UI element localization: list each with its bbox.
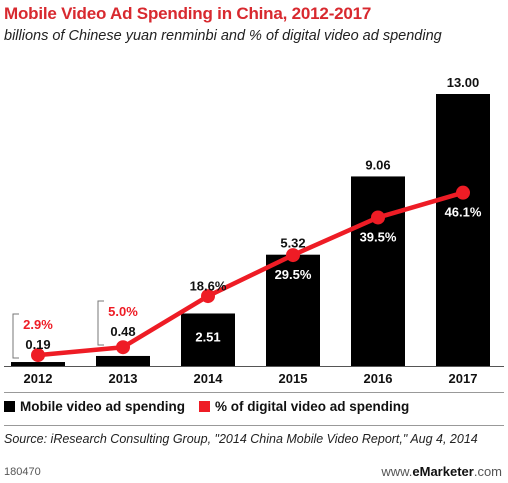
label-bracket [97, 300, 104, 346]
legend-label-bar: Mobile video ad spending [20, 398, 186, 414]
source-note: Source: iResearch Consulting Group, "201… [4, 432, 478, 446]
legend-label-line: % of digital video ad spending [215, 398, 410, 414]
line-point [31, 348, 45, 363]
bar-value-label: 13.00 [447, 75, 480, 90]
bar-value-label: 9.06 [365, 157, 390, 172]
line-value-label: 2.9% [23, 317, 53, 332]
brand-name: eMarketer [412, 464, 474, 479]
line-value-label: 39.5% [360, 229, 397, 244]
chart-svg: 2012 2013 2014 2015 2016 2017 2.9% 0.19 5.0% 0.48… [4, 75, 504, 386]
chart-legend: Mobile video ad spending % of digital vi… [4, 396, 423, 416]
chart-id: 180470 [4, 466, 41, 478]
source-divider [4, 425, 504, 426]
line-point [116, 340, 130, 355]
bar-value-label: 0.48 [110, 324, 135, 339]
x-tick-label: 2014 [194, 371, 224, 386]
bar [96, 355, 150, 366]
line-value-label: 5.0% [108, 304, 138, 319]
line-point [371, 210, 385, 225]
bar [436, 94, 490, 366]
line-point [201, 289, 215, 304]
brand-prefix: www. [381, 464, 413, 479]
bar [181, 313, 235, 366]
line-value-label: 29.5% [275, 267, 312, 282]
line-value-label: 46.1% [445, 205, 482, 220]
line-series [35, 190, 466, 358]
bar [266, 254, 320, 366]
x-tick-label: 2015 [279, 371, 308, 386]
legend-swatch-bar [4, 400, 15, 412]
brand-logo: www.eMarketer.com [381, 464, 502, 479]
x-tick-label: 2013 [109, 371, 138, 386]
legend-swatch-line [199, 400, 211, 412]
x-tick-label: 2016 [364, 371, 393, 386]
bar [11, 362, 65, 366]
bar-value-label: 0.19 [25, 337, 50, 352]
legend-item-line: % of digital video ad spending [199, 399, 409, 414]
chart-subtitle: billions of Chinese yuan renminbi and % … [4, 28, 442, 44]
line-value-label: 18.6% [190, 278, 227, 293]
line-point [286, 248, 300, 263]
line-point [456, 185, 470, 200]
label-bracket [12, 313, 19, 359]
chart-title: Mobile Video Ad Spending in China, 2012-… [4, 4, 372, 23]
x-tick-label: 2017 [449, 371, 478, 386]
brand-suffix: .com [473, 464, 502, 479]
bar [351, 176, 405, 366]
legend-divider [4, 392, 504, 393]
legend-item-bar: Mobile video ad spending [4, 399, 185, 414]
bar-value-label: 5.32 [280, 236, 305, 251]
x-tick-label: 2012 [24, 371, 53, 386]
bar-value-label: 2.51 [195, 329, 220, 344]
